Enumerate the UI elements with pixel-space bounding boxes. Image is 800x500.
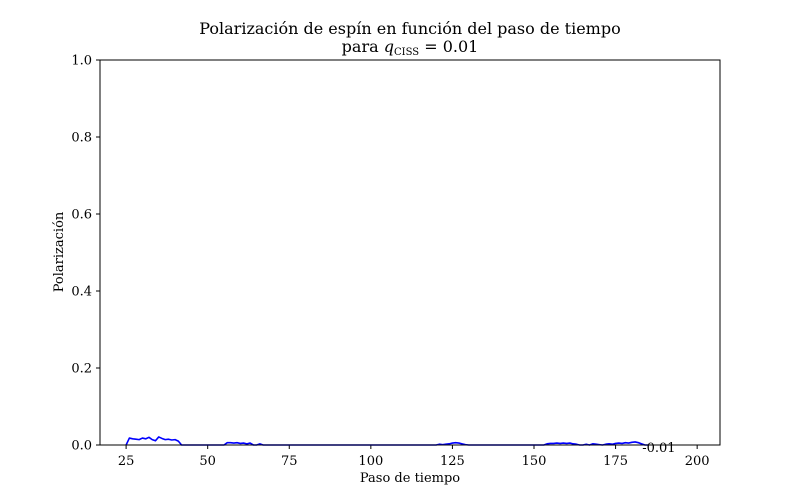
y-tick-label: 0.4	[71, 285, 92, 300]
data-annotation: -0.01	[642, 441, 675, 456]
series-line	[125, 436, 649, 446]
y-axis-ticks: 0.0 0.2 0.4 0.6 0.8 1.0	[71, 54, 100, 454]
x-tick-label: 25	[118, 454, 135, 469]
chart-title: Polarización de espín en función del pas…	[199, 19, 620, 38]
plot-frame	[99, 59, 721, 446]
x-axis-ticks: 25 50 75 100 125 150 175 200	[118, 445, 710, 469]
x-tick-label: 100	[358, 454, 383, 469]
y-tick-label: 0.0	[71, 439, 92, 454]
y-axis-label: Polarización	[52, 211, 67, 292]
x-tick-label: 75	[281, 454, 298, 469]
y-tick-label: 0.2	[71, 362, 92, 377]
chart-subtitle-suffix: = 0.01	[419, 37, 478, 56]
x-tick-label: 125	[440, 454, 465, 469]
x-axis-label: Paso de tiempo	[360, 471, 460, 486]
chart-subtitle-prefix: para	[342, 37, 384, 56]
x-tick-label: 175	[603, 454, 628, 469]
y-tick-label: 0.8	[71, 131, 92, 146]
x-tick-label: 50	[199, 454, 216, 469]
chart-subtitle: para qCISS = 0.01	[342, 37, 479, 58]
y-tick-label: 1.0	[71, 54, 92, 69]
chart-subtitle-subscript: CISS	[394, 47, 419, 58]
x-tick-label: 150	[522, 454, 547, 469]
x-tick-label: 200	[685, 454, 710, 469]
chart-subtitle-variable: q	[384, 37, 394, 56]
y-tick-label: 0.6	[71, 208, 92, 223]
